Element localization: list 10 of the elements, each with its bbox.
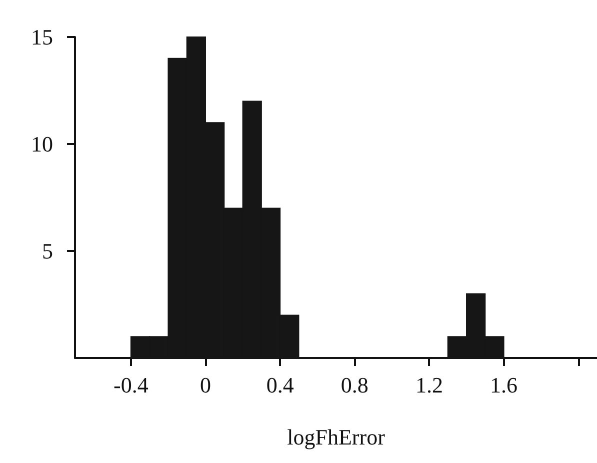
x-tick-label: 0 [200, 372, 211, 398]
y-tick-label: 10 [31, 132, 53, 156]
y-tick-label: 5 [42, 238, 53, 264]
x-tick-label: 0.8 [340, 372, 368, 398]
x-tick-label: 0.4 [266, 372, 294, 398]
x-axis-title: logFhError [287, 424, 386, 450]
x-tick-label: -0.4 [114, 372, 148, 398]
y-tick-label: 15 [31, 24, 53, 50]
x-tick-label: 1.2 [415, 372, 443, 398]
x-tick-label: 1.6 [490, 372, 518, 398]
